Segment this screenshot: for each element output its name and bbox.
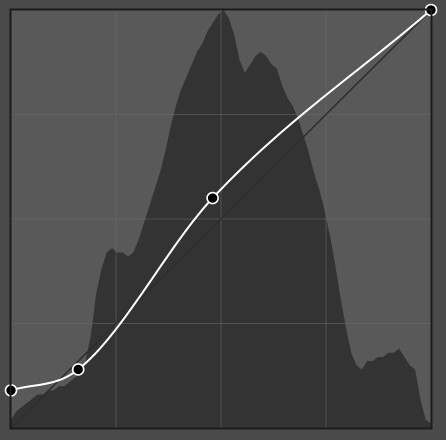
identity-baseline [10, 9, 432, 429]
tone-curve-line[interactable] [10, 9, 432, 392]
curve-control-point-3[interactable] [206, 191, 219, 205]
curve-plot-border [9, 8, 433, 430]
curve-control-point-2[interactable] [71, 363, 85, 376]
